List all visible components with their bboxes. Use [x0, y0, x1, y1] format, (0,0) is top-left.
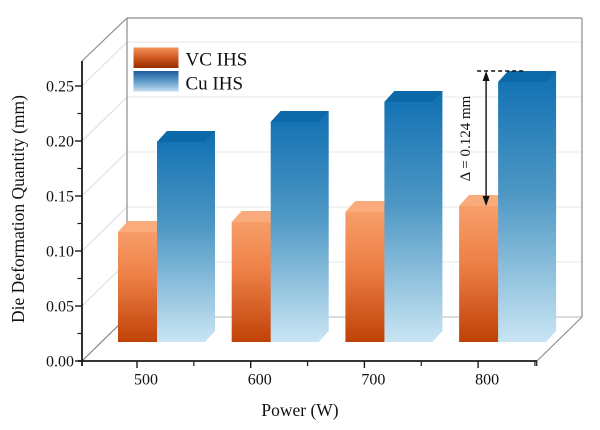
side-wall-gridline: [81, 151, 128, 197]
delta-annotation: [477, 70, 527, 206]
bar-top-face: [231, 211, 281, 222]
annotation-arrowhead-down: [482, 196, 490, 206]
axes: [75, 61, 538, 368]
legend-swatch-vc-ihs: [133, 47, 179, 68]
x-tick-label: 600: [248, 372, 272, 389]
x-axis-title: Power (W): [261, 400, 338, 420]
bar-vc-ihs-800: [459, 195, 509, 342]
bar-cu-ihs-600: [270, 111, 329, 342]
side-wall-gridline: [81, 206, 128, 252]
box-edge-bottom-right: [536, 316, 583, 362]
y-tick-label: 0.10: [46, 244, 74, 261]
y-tick-label: 0.15: [46, 189, 74, 206]
x-tick-labels: 500 600 700 800: [134, 372, 499, 389]
bar-vc-ihs-600: [231, 211, 281, 342]
legend-label-vc-ihs: VC IHS: [186, 50, 248, 71]
y-axis-title: Die Deformation Quantity (mm): [8, 95, 28, 323]
y-tick-label: 0.20: [46, 134, 74, 151]
bar-vc-ihs-500: [118, 221, 167, 342]
y-tick-label: 0.00: [46, 354, 74, 371]
legend-swatch-cu-ihs: [133, 71, 179, 92]
bar-vc-ihs-700: [345, 201, 395, 342]
bar-cu-ihs-800: [498, 71, 557, 342]
box-edge-top-left: [81, 17, 128, 62]
y-tick-labels: 0.00 0.05 0.10 0.15 0.20 0.25: [46, 79, 74, 371]
side-wall-gridline: [81, 41, 128, 87]
annotation-arrowhead-up: [482, 71, 490, 81]
bar-top-face: [384, 91, 443, 102]
bar-top-face: [345, 201, 395, 212]
bars: [118, 71, 557, 342]
legend: VC IHS Cu IHS: [133, 47, 248, 95]
x-tick-label: 500: [134, 372, 158, 389]
bar-top-face: [270, 111, 329, 122]
bar-cu-ihs-700: [384, 91, 443, 342]
bar-cu-ihs-500: [157, 131, 215, 342]
bar-top-face: [459, 195, 509, 206]
x-tick-label: 700: [361, 372, 385, 389]
annotation-delta-label: Δ = 0.124 mm: [458, 95, 474, 181]
legend-label-cu-ihs: Cu IHS: [186, 74, 244, 95]
bar-top-face: [157, 131, 215, 142]
side-wall-gridline: [81, 96, 128, 142]
bar-top-face: [498, 71, 557, 82]
y-tick-label: 0.05: [46, 299, 74, 316]
bar-top-face: [118, 221, 167, 232]
y-tick-label: 0.25: [46, 79, 74, 96]
x-tick-label: 800: [475, 372, 499, 389]
